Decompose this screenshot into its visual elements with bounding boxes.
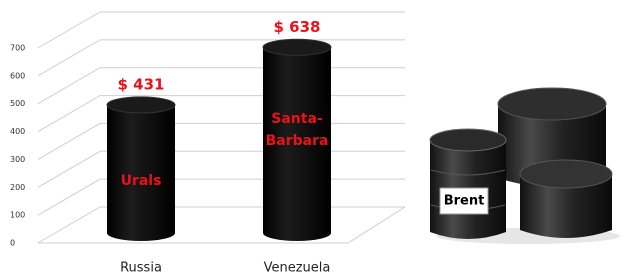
page: 0 100 200 300 400 500 600 700 Russia $ 431 Urals Ve… (0, 0, 624, 278)
barrel-top (520, 160, 612, 188)
barrel-top (498, 88, 606, 120)
y-tick-label: 600 (10, 71, 25, 80)
y-tick-label: 500 (10, 99, 25, 108)
barrel-top (430, 129, 506, 151)
chart: 0 100 200 300 400 500 600 700 Russia $ 431 Urals Ve… (0, 0, 624, 278)
grid-line (38, 96, 405, 132)
bar-top (107, 97, 175, 113)
x-tick-label: Russia (120, 261, 162, 276)
y-tick-label: 700 (10, 44, 25, 53)
y-tick-label: 300 (10, 155, 25, 164)
value-label: $ 638 (274, 18, 321, 36)
grid-line (38, 179, 405, 215)
barrels-image: Brent (430, 88, 620, 244)
bar-label: Urals (121, 173, 162, 189)
grid-line (38, 123, 405, 159)
grid-line (38, 207, 405, 243)
y-tick-label: 200 (10, 183, 25, 192)
bar-label: Santa- (271, 111, 323, 127)
grid-line (38, 12, 405, 48)
y-tick-label: 0 (10, 239, 15, 248)
y-tick-label: 100 (10, 211, 25, 220)
bar-label: Barbara (266, 133, 329, 149)
plot: 0 100 200 300 400 500 600 700 Russia $ 431 Urals Ve… (10, 12, 405, 276)
grid-line (38, 40, 405, 76)
barrel-label-text: Brent (444, 194, 485, 209)
grid-line (38, 68, 405, 104)
grid-line (38, 151, 405, 187)
x-tick-label: Venezuela (264, 261, 331, 276)
bar-top (263, 39, 331, 55)
value-label: $ 431 (118, 75, 165, 93)
y-tick-label: 400 (10, 127, 25, 136)
floor-edge (38, 207, 405, 243)
